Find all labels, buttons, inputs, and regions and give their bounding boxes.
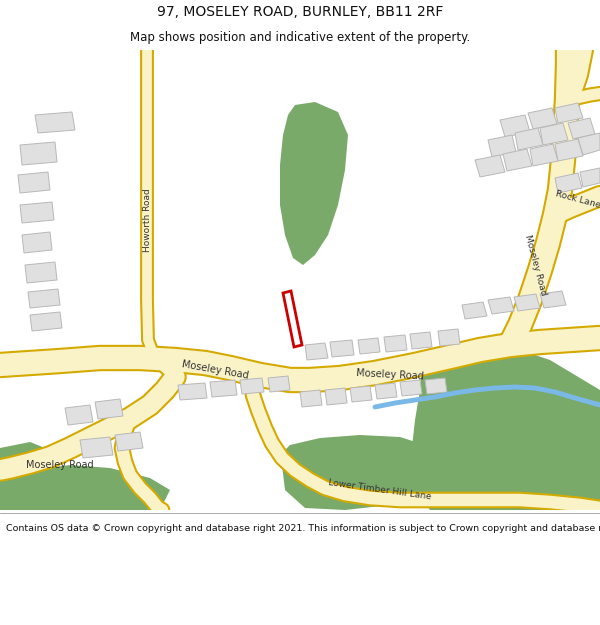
Text: Contains OS data © Crown copyright and database right 2021. This information is : Contains OS data © Crown copyright and d… [6, 524, 600, 532]
Text: 97, MOSELEY ROAD, BURNLEY, BB11 2RF: 97, MOSELEY ROAD, BURNLEY, BB11 2RF [157, 6, 443, 19]
Polygon shape [578, 133, 600, 155]
Polygon shape [0, 442, 50, 485]
Text: Rock Lane: Rock Lane [554, 189, 600, 211]
Polygon shape [488, 297, 514, 314]
Polygon shape [515, 128, 543, 150]
Polygon shape [325, 388, 347, 405]
Polygon shape [240, 378, 264, 394]
Text: Map shows position and indicative extent of the property.: Map shows position and indicative extent… [130, 31, 470, 44]
Polygon shape [305, 343, 328, 360]
Polygon shape [282, 435, 435, 510]
Polygon shape [95, 399, 123, 419]
Polygon shape [540, 123, 568, 145]
Polygon shape [330, 340, 354, 357]
Polygon shape [503, 149, 532, 171]
Polygon shape [115, 432, 143, 451]
Polygon shape [555, 103, 583, 123]
Text: Moseley Road: Moseley Road [356, 368, 424, 382]
Text: Lower Timber Hill Lane: Lower Timber Hill Lane [328, 478, 432, 502]
Polygon shape [178, 383, 207, 400]
Polygon shape [20, 202, 54, 223]
Polygon shape [580, 168, 600, 187]
Text: Moseley Road: Moseley Road [26, 460, 94, 470]
Polygon shape [555, 173, 582, 193]
Polygon shape [384, 335, 407, 352]
Polygon shape [30, 312, 62, 331]
Polygon shape [80, 437, 113, 458]
Polygon shape [475, 155, 505, 177]
Polygon shape [568, 118, 595, 139]
Polygon shape [540, 291, 566, 308]
Polygon shape [0, 465, 170, 510]
Polygon shape [410, 345, 600, 510]
Polygon shape [425, 378, 447, 394]
Text: Howorth Road: Howorth Road [143, 188, 151, 252]
Polygon shape [35, 112, 75, 133]
Polygon shape [300, 390, 322, 407]
Polygon shape [514, 294, 540, 311]
Polygon shape [530, 144, 558, 166]
Polygon shape [462, 302, 487, 319]
Polygon shape [555, 139, 583, 161]
Polygon shape [400, 380, 422, 396]
Polygon shape [22, 232, 52, 253]
Polygon shape [500, 115, 530, 137]
Polygon shape [65, 405, 93, 425]
Polygon shape [410, 332, 432, 349]
Polygon shape [350, 386, 372, 402]
Polygon shape [25, 262, 57, 283]
Text: Moseley Road: Moseley Road [523, 234, 547, 296]
Text: Moseley Road: Moseley Road [181, 359, 249, 381]
Polygon shape [20, 142, 57, 165]
Polygon shape [488, 135, 516, 157]
Polygon shape [280, 102, 348, 265]
Polygon shape [268, 376, 290, 392]
Polygon shape [375, 383, 397, 399]
Polygon shape [438, 329, 460, 346]
Polygon shape [18, 172, 50, 193]
Polygon shape [528, 108, 557, 129]
Polygon shape [210, 380, 237, 397]
Polygon shape [358, 338, 380, 354]
Polygon shape [28, 289, 60, 308]
